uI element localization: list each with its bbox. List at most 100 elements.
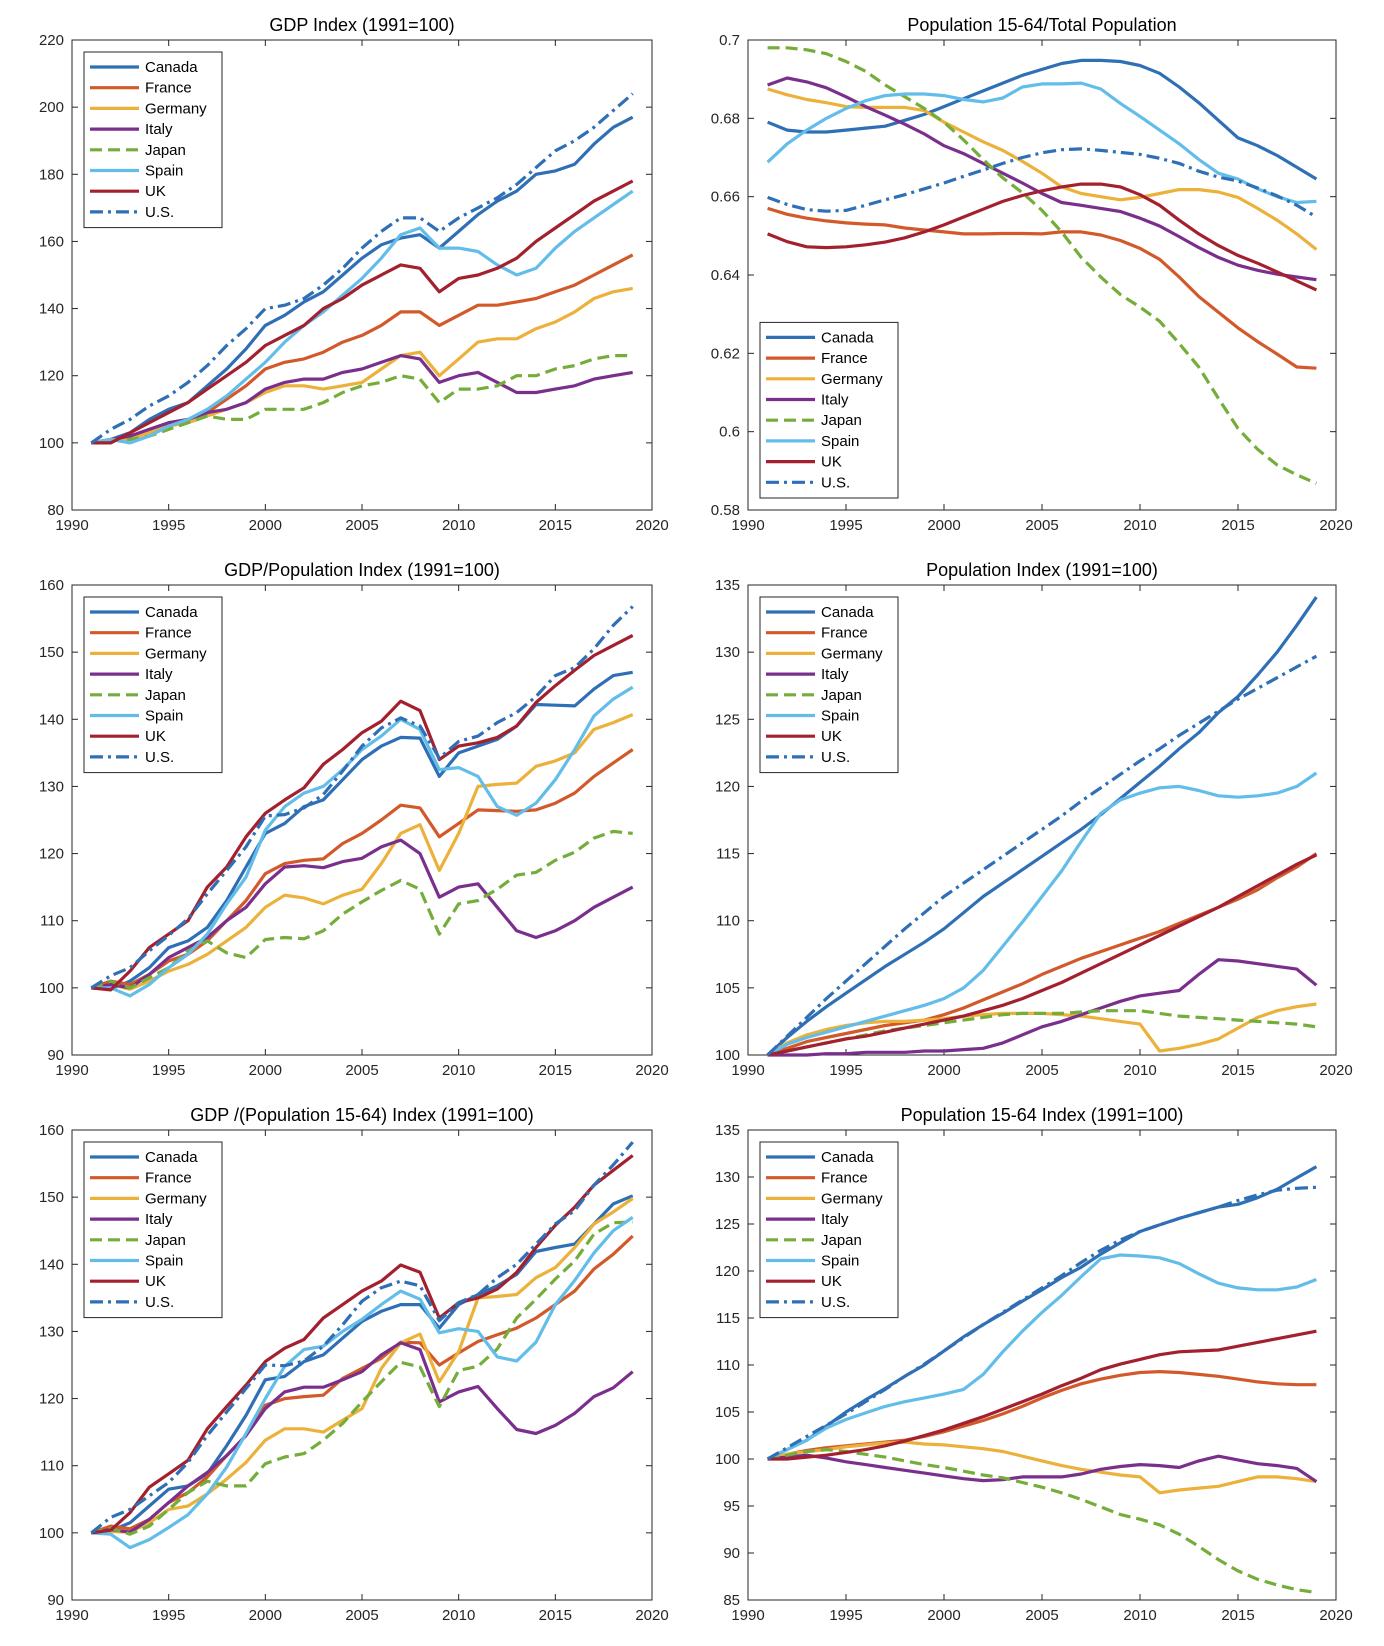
x-tick-label: 2005: [1025, 517, 1058, 534]
y-tick-label: 90: [47, 1047, 64, 1064]
series-line-spain: [91, 685, 634, 998]
legend-label: UK: [145, 1273, 166, 1290]
series-line-japan: [90, 829, 633, 990]
series-line-us: [767, 147, 1318, 219]
legend: Canada France Germany Italy Japan Spain UK U.S.: [759, 1141, 899, 1319]
series-line-italy: [767, 1453, 1318, 1483]
legend-label: Germany: [821, 1190, 883, 1207]
legend-label: Italy: [145, 1211, 173, 1228]
x-tick-label: 2010: [442, 517, 475, 534]
y-tick-label: 130: [715, 1169, 740, 1186]
legend-label: Japan: [145, 687, 186, 704]
y-tick-label: 150: [39, 1189, 64, 1206]
legend-label: Spain: [145, 708, 183, 725]
series-line-japan: [767, 46, 1318, 485]
y-tick-label: 140: [39, 301, 64, 318]
legend-box: [759, 321, 899, 499]
legend-label: Italy: [821, 392, 849, 409]
chart-title: Population 15-64/Total Population: [907, 15, 1176, 35]
legend-label: U.S.: [821, 474, 850, 491]
y-tick-label: 115: [716, 846, 740, 863]
x-tick-label: 2005: [1025, 1062, 1058, 1079]
y-tick-label: 220: [39, 32, 64, 49]
legend-label: Germany: [821, 371, 883, 388]
y-tick-label: 120: [39, 846, 64, 863]
y-tick-label: 130: [39, 778, 64, 795]
x-tick-label: 2000: [927, 1062, 960, 1079]
series-line-france: [91, 253, 634, 445]
series-line-canada: [91, 670, 633, 991]
x-tick-label: 1990: [731, 517, 764, 534]
y-tick-label: 200: [39, 99, 64, 116]
y-tick-label: 0.62: [711, 345, 740, 362]
legend-label: UK: [145, 728, 166, 745]
legend-label: UK: [821, 1273, 842, 1290]
x-tick-label: 2010: [442, 1062, 475, 1079]
y-tick-label: 120: [715, 1263, 740, 1280]
y-tick-label: 0.7: [719, 32, 740, 49]
y-tick-label: 0.68: [711, 110, 740, 127]
y-tick-label: 160: [39, 577, 64, 594]
y-tick-label: 160: [39, 1122, 64, 1139]
x-tick-label: 2010: [1123, 1607, 1156, 1624]
series-line-uk: [767, 853, 1318, 1057]
legend-label: UK: [821, 454, 842, 471]
series-line-uk: [91, 179, 634, 445]
series-line-uk: [91, 1154, 634, 1535]
legend-label: Canada: [145, 604, 198, 621]
series-line-spain: [766, 1253, 1317, 1461]
chart-panel-2: Population 15-64/Total Population 1990 199…: [711, 15, 1353, 534]
legend-label: Spain: [821, 433, 859, 450]
legend-label: Germany: [821, 645, 883, 662]
legend: Canada France Germany Italy Japan Spain UK U.S.: [759, 321, 899, 499]
legend-label: UK: [145, 183, 166, 200]
y-tick-label: 140: [39, 1256, 64, 1273]
x-tick-label: 2015: [1221, 1062, 1254, 1079]
legend-label: U.S.: [145, 749, 174, 766]
y-tick-label: 135: [715, 577, 740, 594]
y-tick-label: 110: [716, 913, 740, 930]
chart-title: GDP/Population Index (1991=100): [224, 560, 500, 580]
legend-label: Japan: [821, 687, 862, 704]
y-tick-label: 115: [716, 1310, 740, 1327]
legend-label: Italy: [145, 121, 173, 138]
y-tick-label: 120: [39, 1391, 64, 1408]
x-tick-label: 2005: [1025, 1607, 1058, 1624]
series-line-us: [90, 1141, 634, 1535]
legend-label: U.S.: [821, 1294, 850, 1311]
x-tick-label: 1995: [152, 517, 185, 534]
legend-box: [83, 1141, 223, 1319]
y-tick-label: 100: [715, 1451, 740, 1468]
x-tick-label: 1995: [152, 1607, 185, 1624]
y-tick-label: 110: [40, 913, 64, 930]
series-line-japan: [767, 1447, 1317, 1595]
chart-panel-4: Population Index (1991=100) 1990 1995 2000 2…: [715, 560, 1353, 1079]
y-tick-label: 160: [39, 233, 64, 250]
series-line-germany: [767, 87, 1318, 251]
series-line-uk: [767, 1329, 1317, 1461]
y-tick-label: 130: [715, 644, 740, 661]
legend-label: Canada: [821, 1149, 874, 1166]
series-line-italy: [91, 838, 634, 990]
chart-title: GDP Index (1991=100): [269, 15, 454, 35]
legend-label: Italy: [821, 1211, 849, 1228]
x-tick-label: 2015: [1221, 517, 1254, 534]
legend-label: France: [145, 80, 192, 97]
legend-label: Germany: [145, 100, 207, 117]
chart-panel-5: GDP /(Population 15-64) Index (1991=100)…: [39, 1105, 669, 1624]
x-tick-label: 2000: [927, 517, 960, 534]
y-tick-label: 120: [715, 778, 740, 795]
x-tick-label: 1995: [829, 1607, 862, 1624]
series-line-italy: [91, 1341, 634, 1535]
x-tick-label: 1990: [731, 1607, 764, 1624]
series-line-france: [90, 1234, 634, 1535]
y-tick-label: 85: [723, 1592, 740, 1609]
x-tick-label: 2010: [1123, 517, 1156, 534]
y-tick-label: 110: [716, 1357, 740, 1374]
series-line-spain: [91, 189, 634, 445]
y-tick-label: 120: [39, 368, 64, 385]
y-tick-label: 150: [39, 644, 64, 661]
series-line-france: [767, 206, 1317, 370]
